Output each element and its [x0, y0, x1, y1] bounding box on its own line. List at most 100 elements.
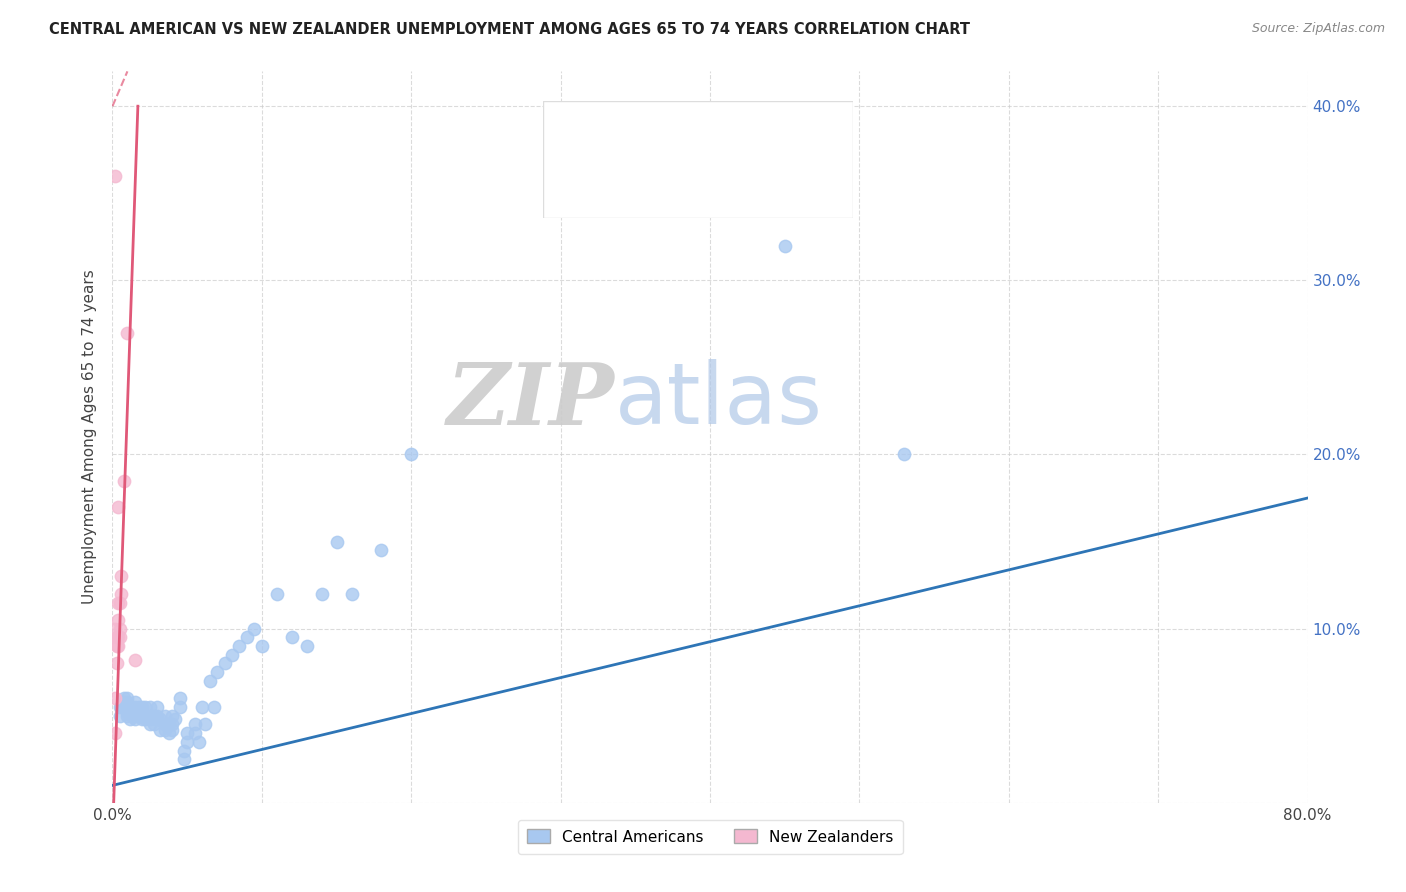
Point	[108, 595, 131, 609]
Point	[117, 700, 139, 714]
Y-axis label: Unemployment Among Ages 65 to 74 years: Unemployment Among Ages 65 to 74 years	[82, 269, 97, 605]
Point	[104, 726, 127, 740]
Point	[173, 743, 195, 757]
Point	[104, 691, 127, 706]
Point	[131, 705, 153, 719]
Point	[124, 708, 146, 723]
Point	[139, 700, 162, 714]
Point	[143, 708, 166, 723]
Point	[108, 708, 131, 723]
Point	[183, 726, 205, 740]
Point	[105, 657, 128, 671]
Point	[146, 708, 169, 723]
Point	[773, 238, 796, 252]
Point	[104, 169, 127, 183]
Point	[117, 695, 139, 709]
Point	[176, 735, 198, 749]
Point	[128, 705, 150, 719]
Point	[243, 622, 266, 636]
Point	[295, 639, 318, 653]
Point	[117, 708, 139, 723]
Point	[281, 631, 304, 645]
Point	[266, 587, 288, 601]
Point	[340, 587, 363, 601]
Point	[124, 700, 146, 714]
Point	[250, 639, 273, 653]
Text: ZIP: ZIP	[447, 359, 614, 442]
Point	[202, 700, 225, 714]
Point	[146, 700, 169, 714]
Point	[107, 500, 129, 514]
Point	[110, 569, 132, 583]
Point	[191, 700, 214, 714]
Point	[105, 639, 128, 653]
Point	[131, 700, 153, 714]
Point	[114, 691, 135, 706]
Point	[153, 723, 176, 737]
Point	[110, 587, 132, 601]
Point	[108, 622, 131, 636]
Point	[311, 587, 333, 601]
Point	[121, 708, 143, 723]
Point	[105, 631, 128, 645]
Point	[124, 653, 146, 667]
Point	[104, 622, 127, 636]
Point	[401, 448, 423, 462]
Point	[114, 695, 135, 709]
Legend: Central Americans, New Zealanders: Central Americans, New Zealanders	[517, 821, 903, 854]
Point	[117, 326, 139, 340]
Point	[139, 712, 162, 726]
Point	[139, 708, 162, 723]
Point	[107, 595, 129, 609]
Point	[134, 708, 156, 723]
Point	[198, 673, 221, 688]
Point	[107, 631, 129, 645]
Point	[325, 534, 347, 549]
Point	[146, 712, 169, 726]
Point	[120, 705, 142, 719]
Point	[117, 705, 139, 719]
Point	[370, 543, 392, 558]
Point	[107, 613, 129, 627]
Point	[149, 712, 172, 726]
Point	[176, 726, 198, 740]
Point	[108, 700, 131, 714]
Text: CENTRAL AMERICAN VS NEW ZEALANDER UNEMPLOYMENT AMONG AGES 65 TO 74 YEARS CORRELA: CENTRAL AMERICAN VS NEW ZEALANDER UNEMPL…	[49, 22, 970, 37]
Point	[165, 712, 187, 726]
Point	[153, 717, 176, 731]
Point	[214, 657, 236, 671]
Point	[221, 648, 243, 662]
Point	[124, 705, 146, 719]
Point	[121, 700, 143, 714]
Point	[162, 717, 183, 731]
Point	[157, 726, 180, 740]
Point	[893, 448, 915, 462]
Point	[236, 631, 259, 645]
Point	[205, 665, 228, 680]
Text: Source: ZipAtlas.com: Source: ZipAtlas.com	[1251, 22, 1385, 36]
Point	[128, 700, 150, 714]
Point	[162, 708, 183, 723]
Point	[139, 717, 162, 731]
Point	[108, 631, 131, 645]
Point	[128, 708, 150, 723]
Point	[124, 695, 146, 709]
Point	[114, 700, 135, 714]
Point	[153, 708, 176, 723]
Point	[120, 712, 142, 726]
Point	[194, 717, 217, 731]
Point	[169, 691, 191, 706]
Point	[143, 717, 166, 731]
Point	[162, 723, 183, 737]
Point	[228, 639, 250, 653]
Point	[134, 700, 156, 714]
Point	[183, 717, 205, 731]
Point	[157, 717, 180, 731]
Point	[173, 752, 195, 766]
Point	[114, 474, 135, 488]
Point	[131, 708, 153, 723]
Point	[169, 700, 191, 714]
Point	[117, 691, 139, 706]
Point	[107, 639, 129, 653]
Point	[149, 723, 172, 737]
